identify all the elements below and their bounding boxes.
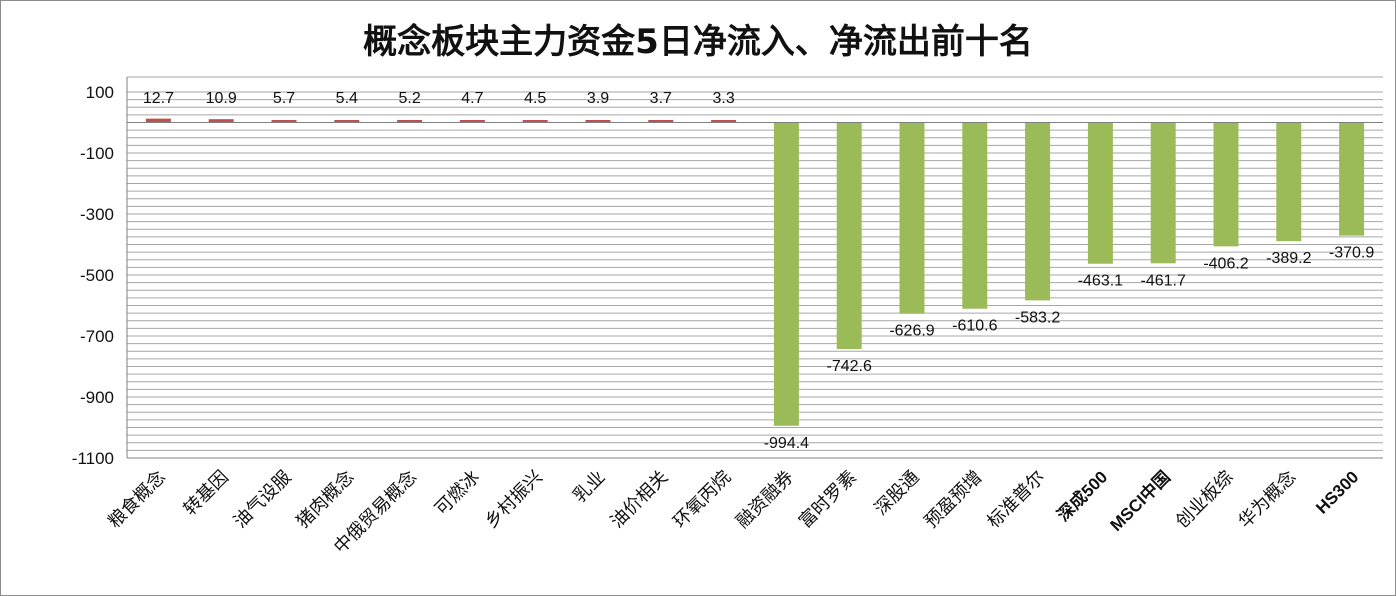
bar	[585, 120, 611, 123]
y-tick-label: -1100	[72, 449, 114, 468]
chart-title: 概念板块主力资金5日净流入、净流出前十名	[363, 22, 1033, 62]
y-tick-label: -500	[80, 266, 114, 285]
data-label: 5.4	[336, 90, 358, 107]
bar	[1150, 122, 1176, 264]
category-label: 粮食概念	[103, 466, 169, 532]
bar	[1213, 122, 1239, 247]
bars	[145, 118, 1365, 426]
y-tick-label: 100	[86, 83, 114, 102]
data-label: 5.7	[273, 90, 295, 107]
bar	[1276, 122, 1302, 242]
data-label: -583.2	[1015, 309, 1060, 326]
bar	[1339, 122, 1365, 236]
data-label: 4.7	[461, 90, 483, 107]
category-label: 转基因	[180, 467, 233, 520]
category-label: MSCI中国	[1106, 467, 1174, 535]
y-tick-label: -100	[80, 144, 114, 163]
bar	[711, 120, 737, 123]
bar	[648, 120, 674, 123]
category-label: 可燃冰	[431, 467, 484, 520]
y-tick-label: -700	[80, 327, 114, 346]
bar	[271, 120, 297, 123]
data-label: -389.2	[1266, 250, 1311, 267]
data-label: -463.1	[1078, 273, 1123, 290]
data-label: 3.3	[712, 90, 734, 107]
data-label: -626.9	[889, 323, 934, 340]
category-label: 标准普尔	[983, 467, 1049, 533]
bar	[522, 120, 548, 123]
data-label: 12.7	[143, 90, 174, 107]
data-label: 3.9	[587, 90, 609, 107]
category-label: 油气设服	[230, 467, 296, 533]
category-label: 富时罗素	[795, 467, 861, 533]
data-labels: 12.7 10.9 5.7 5.4 5.2 4.7 4.5 3.9 3.7 3.3 -994.4 -7…	[143, 90, 1375, 452]
category-label: 深股通	[871, 467, 924, 520]
bar	[1025, 122, 1051, 301]
data-label: -742.6	[827, 358, 872, 375]
category-label: 油价相关	[607, 467, 673, 533]
category-label: 环氧丙烷	[669, 467, 735, 533]
category-label: 融资融券	[732, 467, 798, 533]
bar	[397, 120, 423, 123]
category-label: 预盈预增	[921, 467, 987, 533]
data-label: 10.9	[206, 90, 237, 107]
data-label: -370.9	[1329, 245, 1374, 262]
data-label: -994.4	[764, 435, 809, 452]
bar	[899, 122, 925, 314]
category-label: 猪肉概念	[292, 466, 358, 532]
bar	[459, 120, 485, 123]
bar	[145, 118, 171, 123]
gridlines	[127, 76, 1383, 459]
data-label: 5.2	[398, 90, 420, 107]
category-label: HS300	[1312, 467, 1362, 517]
data-label: -610.6	[952, 318, 997, 335]
category-label: 深成500	[1053, 467, 1111, 525]
data-label: 3.7	[650, 90, 672, 107]
data-label: 4.5	[524, 90, 546, 107]
data-label: -461.7	[1141, 272, 1186, 289]
bar	[836, 122, 862, 349]
bar	[773, 122, 799, 426]
data-label: -406.2	[1203, 255, 1248, 272]
bar	[208, 119, 234, 123]
y-tick-label: -300	[80, 205, 114, 224]
axes	[126, 77, 1383, 459]
category-label: 乳业	[569, 467, 609, 507]
bar	[962, 122, 988, 309]
category-label: 乡村振兴	[481, 467, 547, 533]
y-axis-ticks: 100 -100 -300 -500 -700 -900 -1100	[72, 83, 114, 468]
bar	[1087, 122, 1113, 264]
category-label: 创业板综	[1172, 467, 1238, 533]
bar	[334, 120, 360, 123]
y-tick-label: -900	[80, 388, 114, 407]
category-label: 华为概念	[1234, 466, 1300, 532]
